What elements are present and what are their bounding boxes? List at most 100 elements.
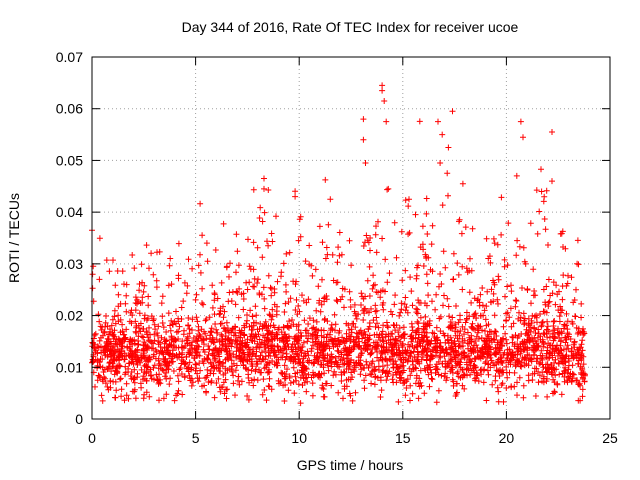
data-point [564, 342, 571, 349]
data-point [232, 338, 239, 345]
data-point [220, 314, 227, 321]
data-point [503, 385, 510, 391]
data-point [514, 341, 521, 348]
data-point [346, 288, 353, 295]
data-point [156, 397, 162, 404]
data-point [111, 371, 118, 378]
data-point [141, 282, 148, 289]
data-point [444, 170, 451, 177]
data-point [543, 354, 550, 361]
data-point [435, 387, 442, 394]
data-point [377, 337, 384, 344]
data-point [228, 336, 235, 343]
data-point [189, 265, 196, 272]
x-tick-labels: 0 5 10 15 20 25 [88, 430, 618, 446]
data-point [146, 265, 152, 272]
data-point [544, 323, 551, 330]
data-point [521, 362, 528, 369]
data-point [287, 295, 294, 302]
data-point [412, 364, 419, 371]
data-point [145, 293, 152, 300]
data-point [372, 323, 379, 330]
data-point [473, 333, 480, 340]
data-point [345, 322, 352, 329]
data-point [551, 318, 558, 324]
data-point [163, 329, 170, 335]
data-point [352, 310, 359, 317]
data-point [347, 348, 354, 355]
data-point [377, 288, 384, 295]
data-point [363, 358, 370, 365]
data-point [512, 351, 519, 358]
data-point [494, 358, 501, 365]
data-point [541, 193, 548, 200]
data-point [197, 251, 203, 258]
data-point [366, 336, 373, 343]
data-point [404, 376, 411, 383]
data-point [168, 355, 175, 362]
data-point [325, 221, 332, 228]
data-point [148, 345, 155, 352]
data-point [281, 373, 288, 380]
data-point [293, 296, 300, 303]
data-point [199, 383, 205, 390]
data-point [424, 280, 431, 287]
data-point [99, 324, 106, 330]
data-point [123, 392, 130, 399]
data-point [173, 329, 180, 336]
data-point [175, 328, 182, 335]
data-point [455, 351, 462, 358]
data-point [319, 348, 326, 355]
data-point [412, 211, 419, 218]
data-point [406, 196, 412, 203]
data-point [130, 360, 137, 367]
data-point [335, 244, 342, 251]
data-point [123, 326, 130, 333]
data-point [575, 360, 581, 367]
data-point [570, 371, 577, 378]
data-point [300, 339, 307, 346]
data-point [495, 388, 502, 395]
data-point [521, 347, 528, 353]
data-point [261, 209, 268, 216]
data-point [99, 364, 106, 371]
data-point [162, 338, 169, 345]
data-point [218, 279, 225, 286]
data-point [494, 241, 501, 248]
data-point [381, 98, 388, 104]
data-point [184, 282, 191, 289]
data-point [195, 323, 202, 330]
data-point [261, 295, 268, 302]
data-point [419, 329, 425, 336]
data-point [373, 223, 379, 230]
data-point [469, 320, 476, 327]
data-point [490, 290, 497, 297]
data-point [163, 391, 170, 398]
data-point [397, 338, 404, 345]
data-point [196, 375, 203, 382]
data-point [547, 362, 554, 368]
data-point [145, 302, 152, 309]
data-point [302, 258, 309, 265]
data-point [181, 361, 188, 368]
data-point [517, 363, 524, 369]
data-point [146, 324, 152, 331]
data-point [245, 236, 251, 243]
data-point [108, 348, 115, 355]
data-point [358, 290, 365, 297]
data-point [512, 303, 519, 310]
data-point [525, 377, 532, 384]
data-point [434, 336, 441, 343]
data-point [527, 220, 534, 227]
data-point [455, 271, 462, 278]
data-point [110, 343, 117, 350]
data-point [146, 393, 153, 400]
data-point [103, 313, 109, 319]
data-point [208, 338, 215, 345]
data-point [240, 296, 247, 302]
data-point [218, 320, 225, 327]
data-point [331, 368, 338, 375]
data-point [558, 337, 565, 344]
plot-frame [91, 56, 611, 420]
data-point [571, 297, 578, 303]
